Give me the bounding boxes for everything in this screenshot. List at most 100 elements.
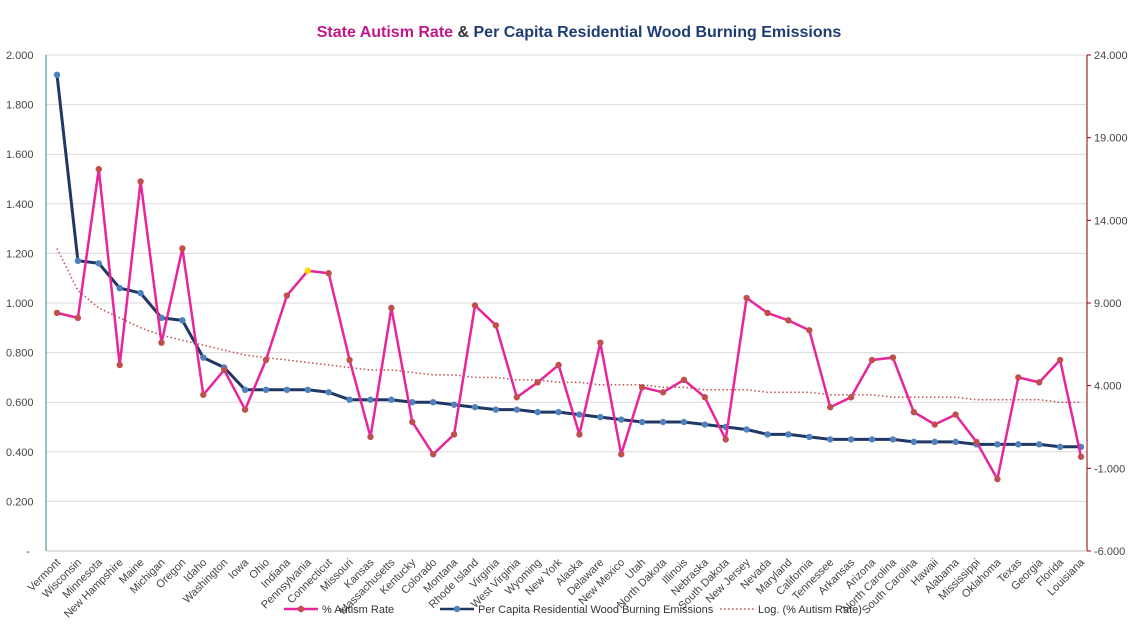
y-left-tick-label: 0.400 <box>6 447 34 459</box>
data-point <box>158 314 165 322</box>
data-point <box>973 438 980 446</box>
data-point <box>471 302 479 309</box>
y-left-tick-label: 0.600 <box>6 397 34 409</box>
series-layer <box>53 71 1085 483</box>
y-left-tick-label: 1.600 <box>6 149 34 161</box>
data-point <box>283 386 291 393</box>
data-point <box>53 71 61 79</box>
data-point <box>597 339 604 346</box>
y-right-tick-label: -6.000 <box>1094 546 1125 558</box>
y-left-tick-label: 2.000 <box>6 50 34 62</box>
data-point <box>868 356 876 364</box>
data-point <box>1056 356 1064 364</box>
data-point <box>952 438 959 446</box>
gridlines <box>46 54 1087 502</box>
data-point <box>137 178 144 185</box>
data-point <box>827 403 834 411</box>
data-point <box>555 408 562 416</box>
y-left-tick-label: 1.400 <box>6 199 34 211</box>
data-point <box>409 399 416 406</box>
data-point <box>200 354 207 361</box>
legend-marker <box>453 605 461 613</box>
data-point <box>868 436 876 443</box>
data-point <box>743 426 750 433</box>
data-point <box>722 436 729 443</box>
data-point <box>429 451 437 458</box>
data-point <box>429 399 437 406</box>
legend: % Autism Rate Per Capita Residential Wood… <box>284 604 862 616</box>
data-point <box>785 317 792 324</box>
data-point <box>1036 379 1043 386</box>
data-point <box>931 438 938 446</box>
category-label: Iowa <box>226 556 252 582</box>
series-line <box>55 74 1081 449</box>
data-point <box>304 267 311 274</box>
legend-marker <box>297 605 305 613</box>
data-point <box>910 438 918 446</box>
data-point <box>764 309 771 317</box>
legend-label: Per Capita Residential Wood Burning Emis… <box>478 604 714 616</box>
data-point <box>638 418 646 426</box>
data-point <box>74 257 82 265</box>
trendline <box>56 248 1081 403</box>
data-point <box>325 270 332 277</box>
data-point <box>555 361 562 369</box>
data-point <box>534 408 541 416</box>
data-point <box>367 433 374 441</box>
data-point <box>680 418 688 426</box>
data-point <box>994 441 1001 448</box>
data-point <box>513 394 520 401</box>
data-point <box>116 361 123 369</box>
data-point <box>952 411 959 418</box>
data-point <box>618 416 625 423</box>
data-point <box>1036 441 1043 448</box>
y-left-tick-label: 1.000 <box>6 298 34 310</box>
data-point <box>931 421 938 428</box>
series-line <box>56 167 1083 481</box>
data-point <box>220 366 228 374</box>
data-point <box>513 406 520 413</box>
y-right-tick-label: 4.000 <box>1094 381 1122 393</box>
data-point <box>994 475 1001 483</box>
axes <box>45 54 1091 552</box>
data-point <box>492 406 500 413</box>
data-point <box>450 401 458 408</box>
data-point <box>200 391 207 398</box>
data-point <box>576 431 583 438</box>
data-point <box>53 309 61 317</box>
data-point <box>659 418 667 426</box>
series-0 <box>53 165 1085 483</box>
data-point <box>74 314 82 322</box>
data-point <box>158 339 165 346</box>
y-right-tick-label: -1.000 <box>1094 463 1125 475</box>
y-right-tick-label: 9.000 <box>1094 298 1122 310</box>
data-point <box>701 394 709 401</box>
data-point <box>116 284 123 292</box>
data-point <box>1077 453 1085 460</box>
legend-item: % Autism Rate <box>284 604 394 616</box>
data-point <box>241 406 249 413</box>
chart-title-part: State Autism Rate <box>317 24 453 41</box>
data-point <box>450 431 458 438</box>
data-point <box>534 379 541 386</box>
chart-title-part: & <box>453 24 473 41</box>
legend-label: Log. (% Autism Rate) <box>758 604 862 616</box>
data-point <box>597 413 604 421</box>
chart-title-part: Per Capita Residential Wood Burning Emis… <box>474 24 842 41</box>
data-point <box>367 396 374 403</box>
y-right-tick-label: 24.000 <box>1094 50 1128 62</box>
data-point <box>179 317 186 324</box>
data-point <box>95 260 102 267</box>
data-point <box>847 436 855 443</box>
y-right-tick-label: 19.000 <box>1094 133 1128 145</box>
data-point <box>680 376 688 384</box>
data-point <box>743 294 750 302</box>
data-point <box>137 289 144 297</box>
data-point <box>827 436 834 443</box>
data-point <box>409 418 416 426</box>
y-left-tick-label: 1.800 <box>6 100 34 112</box>
data-point <box>1015 374 1022 381</box>
data-point <box>576 411 583 418</box>
